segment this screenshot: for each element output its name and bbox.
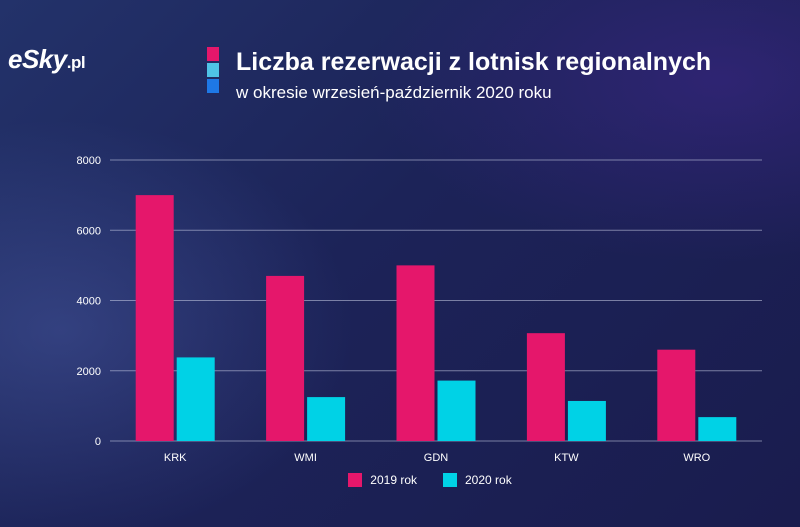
y-tick-label: 2000 bbox=[77, 366, 101, 378]
x-tick-label: WMI bbox=[294, 452, 317, 464]
legend-item: 2020 rok bbox=[443, 473, 512, 487]
legend: 2019 rok 2020 rok bbox=[0, 473, 800, 487]
bar-2019-gdn bbox=[396, 265, 435, 441]
legend-swatch bbox=[348, 473, 363, 487]
y-tick-label: 8000 bbox=[77, 155, 101, 167]
x-tick-label: KRK bbox=[164, 452, 187, 464]
legend-item: 2019 rok bbox=[348, 473, 417, 487]
title-marks bbox=[207, 47, 219, 95]
title-mark-blue bbox=[207, 79, 219, 93]
x-tick-label: KTW bbox=[554, 452, 579, 464]
logo-suffix: .pl bbox=[66, 53, 86, 72]
bar-2019-ktw bbox=[526, 333, 565, 441]
legend-label: 2019 rok bbox=[370, 473, 417, 487]
legend-label: 2020 rok bbox=[465, 473, 512, 487]
legend-swatch bbox=[443, 473, 457, 487]
chart-title: Liczba rezerwacji z lotnisk regionalnych bbox=[236, 48, 712, 76]
title-mark-cyan bbox=[207, 63, 219, 77]
bar-2020-krk bbox=[176, 357, 215, 441]
bar-2020-ktw bbox=[567, 400, 606, 441]
y-tick-label: 0 bbox=[95, 436, 101, 448]
esky-logo: eSky.pl bbox=[8, 44, 86, 75]
y-tick-label: 6000 bbox=[77, 225, 101, 237]
bar-2019-krk bbox=[135, 195, 174, 441]
bar-2020-wmi bbox=[307, 397, 346, 441]
chart-subtitle: w okresie wrzesień-październik 2020 roku bbox=[236, 83, 552, 102]
bar-2020-wro bbox=[698, 417, 737, 441]
title-mark-pink bbox=[207, 47, 219, 61]
bar-2019-wro bbox=[657, 349, 696, 441]
y-tick-label: 4000 bbox=[77, 296, 101, 308]
logo-name: eSky bbox=[8, 44, 67, 74]
x-tick-label: WRO bbox=[683, 452, 710, 464]
bar-2020-gdn bbox=[437, 380, 476, 441]
bar-2019-wmi bbox=[266, 275, 305, 441]
x-tick-label: GDN bbox=[424, 452, 449, 464]
